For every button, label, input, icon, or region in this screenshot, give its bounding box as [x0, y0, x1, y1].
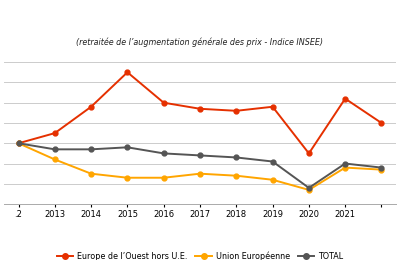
Legend: Europe de l’Ouest hors U.E., Union Européenne, TOTAL: Europe de l’Ouest hors U.E., Union Europ…: [54, 248, 346, 260]
Text: (retraitée de l’augmentation générale des prix - Indice INSEE): (retraitée de l’augmentation générale de…: [76, 37, 324, 47]
Text: ÉVOLUTION DES EXPORTATIONS VERS L’EUROPE OCCIDENTALE [BASE 100 EN 2010]: ÉVOLUTION DES EXPORTATIONS VERS L’EUROPE…: [1, 11, 399, 21]
